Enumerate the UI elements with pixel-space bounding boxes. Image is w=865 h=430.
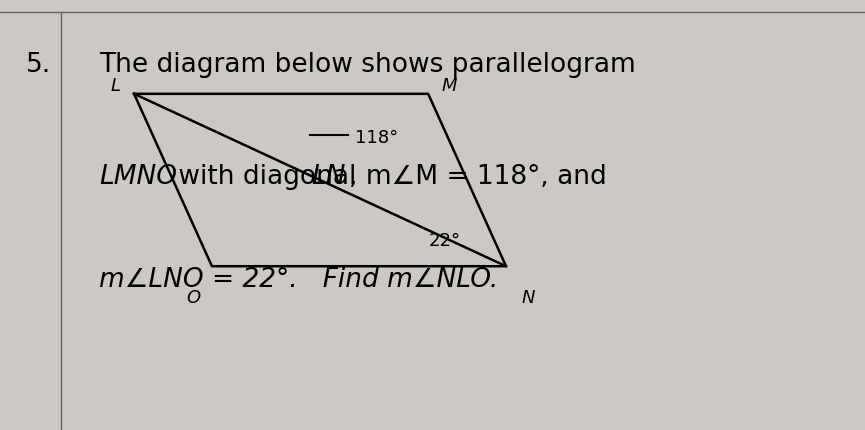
Text: 118°: 118° — [355, 129, 398, 147]
Text: , m∠M = 118°, and: , m∠M = 118°, and — [349, 163, 607, 189]
Text: LMNO: LMNO — [99, 163, 177, 189]
Text: 5.: 5. — [26, 52, 51, 77]
Text: with diagonal: with diagonal — [170, 163, 365, 189]
Text: 22°: 22° — [428, 231, 460, 249]
Text: L: L — [110, 77, 120, 95]
Text: M: M — [441, 77, 457, 95]
Text: The diagram below shows parallelogram: The diagram below shows parallelogram — [99, 52, 637, 77]
Text: O: O — [186, 288, 200, 306]
Text: LN: LN — [311, 163, 346, 189]
Text: N: N — [522, 288, 535, 306]
Text: m∠LNO = 22°.   Find m∠NLO.: m∠LNO = 22°. Find m∠NLO. — [99, 267, 499, 292]
